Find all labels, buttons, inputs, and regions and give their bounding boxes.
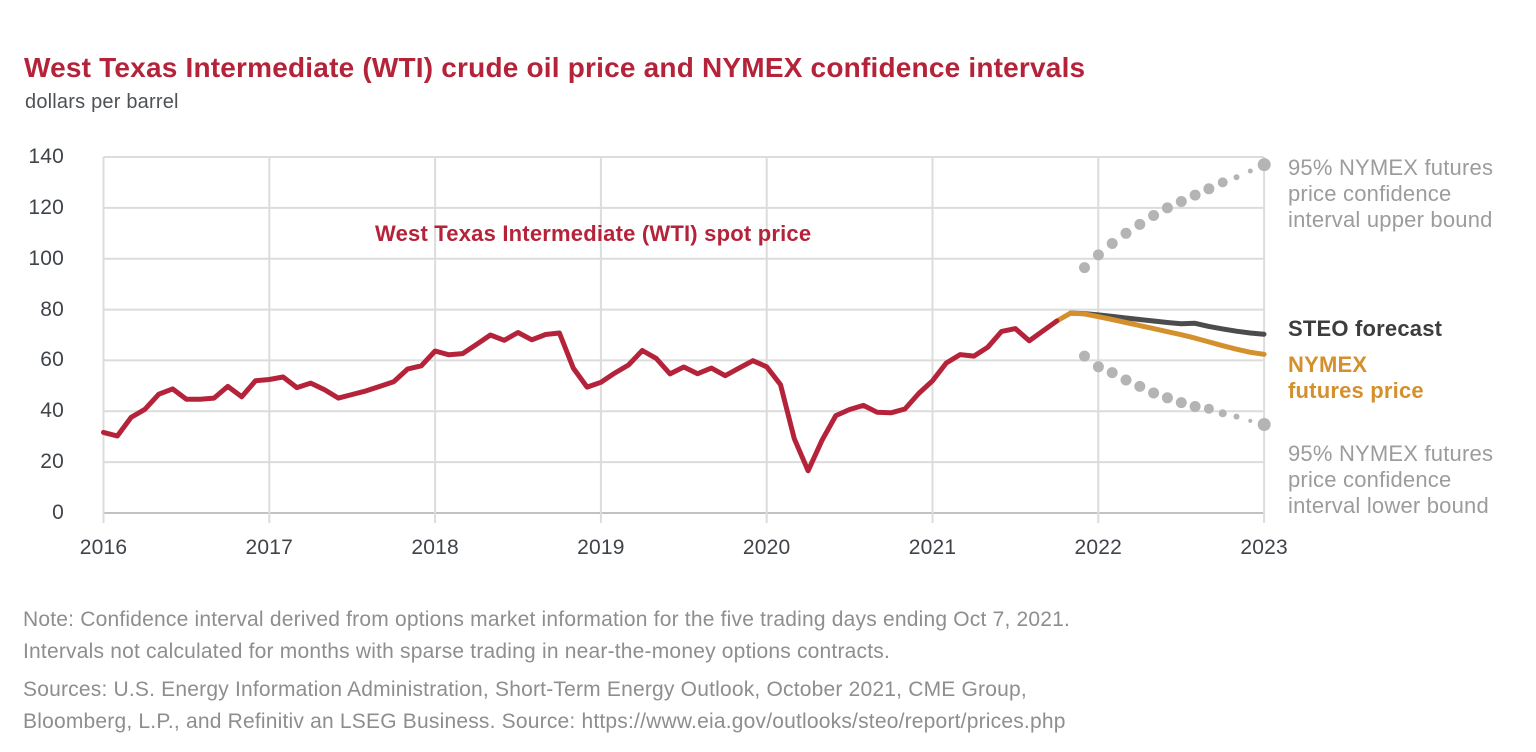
confidence-interval-dot xyxy=(1092,361,1104,373)
text-line: 95% NYMEX futures xyxy=(1288,441,1494,466)
footnote-text: Note: Confidence interval derived from o… xyxy=(23,604,1070,668)
wti-spot-price-annotation: West Texas Intermediate (WTI) spot price xyxy=(375,221,812,246)
x-axis-tick-label: 2020 xyxy=(742,536,791,559)
confidence-interval-dot xyxy=(1106,238,1118,249)
y-axis-tick-label: 0 xyxy=(52,501,64,524)
source-text: Sources: U.S. Energy Information Adminis… xyxy=(23,674,1066,738)
text-line: NYMEX xyxy=(1288,352,1368,377)
chart-units-label: dollars per barrel xyxy=(25,91,179,113)
confidence-interval-dot xyxy=(1189,189,1201,201)
y-axis-tick-label: 80 xyxy=(40,297,64,321)
confidence-interval-dot xyxy=(1175,397,1187,409)
x-axis-tick-label: 2019 xyxy=(577,536,625,559)
confidence-interval-dot xyxy=(1106,367,1118,379)
data-series xyxy=(101,158,1271,474)
confidence-interval-dot xyxy=(1257,158,1271,172)
confidence-interval-dot xyxy=(1079,262,1090,274)
text-line: Bloomberg, L.P., and Refinitiv an LSEG B… xyxy=(23,710,1066,733)
upper-bound-annotation: 95% NYMEX futures price confidence interva… xyxy=(1288,155,1493,233)
confidence-interval-dot xyxy=(1233,174,1240,181)
text-line: futures price xyxy=(1288,378,1424,403)
confidence-interval-dot xyxy=(1120,227,1132,239)
y-axis-tick-label: 60 xyxy=(40,348,64,372)
steo-forecast-annotation: STEO forecast xyxy=(1288,316,1443,341)
x-axis-tick-label: 2017 xyxy=(245,536,294,559)
y-axis-tick-label: 100 xyxy=(28,246,64,270)
confidence-interval-dot xyxy=(1161,392,1173,404)
confidence-interval-dot xyxy=(1248,418,1253,423)
text-line: 95% NYMEX futures xyxy=(1288,155,1494,180)
confidence-interval-dot xyxy=(1148,387,1160,399)
confidence-interval-dot xyxy=(1120,374,1132,386)
text-line: Note: Confidence interval derived from o… xyxy=(23,608,1071,631)
lower-bound-annotation: 95% NYMEX futures price confidence interva… xyxy=(1288,441,1493,519)
text-line: interval upper bound xyxy=(1288,207,1493,232)
text-line: Intervals not calculated for months with… xyxy=(23,640,890,663)
x-axis-tick-label: 2018 xyxy=(411,536,459,559)
confidence-interval-dot xyxy=(1247,168,1253,174)
y-axis-tick-label: 20 xyxy=(40,450,64,474)
x-axis-tick-label: 2023 xyxy=(1240,536,1288,559)
confidence-interval-dot xyxy=(1203,183,1215,195)
confidence-interval-dot xyxy=(1092,249,1104,261)
confidence-interval-dot xyxy=(1161,202,1173,214)
y-axis-tick-label: 140 xyxy=(28,145,64,168)
confidence-interval-dot xyxy=(1203,403,1214,414)
y-axis-tick-label: 40 xyxy=(40,399,64,423)
series-line xyxy=(101,318,1060,474)
confidence-interval-dot xyxy=(1217,177,1228,188)
y-axis-tick-label: 120 xyxy=(28,195,64,219)
chart-title: West Texas Intermediate (WTI) crude oil … xyxy=(24,52,1086,83)
nymex-futures-annotation: NYMEX futures price xyxy=(1288,352,1424,404)
confidence-interval-dot xyxy=(1134,218,1146,230)
confidence-interval-dot xyxy=(1189,401,1201,412)
x-axis-tick-label: 2022 xyxy=(1074,536,1123,559)
confidence-interval-dot xyxy=(1175,196,1187,207)
x-axis-tick-label: 2016 xyxy=(79,536,128,559)
gridlines xyxy=(102,156,1266,523)
confidence-interval-dot xyxy=(1257,418,1271,431)
series-line xyxy=(1054,310,1267,357)
x-axis-tick-label: 2021 xyxy=(908,536,957,559)
text-line: price confidence xyxy=(1288,467,1452,492)
text-line: interval lower bound xyxy=(1288,493,1489,518)
confidence-interval-dot xyxy=(1218,409,1227,418)
confidence-interval-dot xyxy=(1079,350,1090,362)
text-line: price confidence xyxy=(1288,181,1452,206)
confidence-interval-dot xyxy=(1233,413,1240,420)
confidence-interval-dot xyxy=(1148,210,1160,221)
confidence-interval-dot xyxy=(1134,380,1146,392)
text-line: Sources: U.S. Energy Information Adminis… xyxy=(23,678,1027,701)
